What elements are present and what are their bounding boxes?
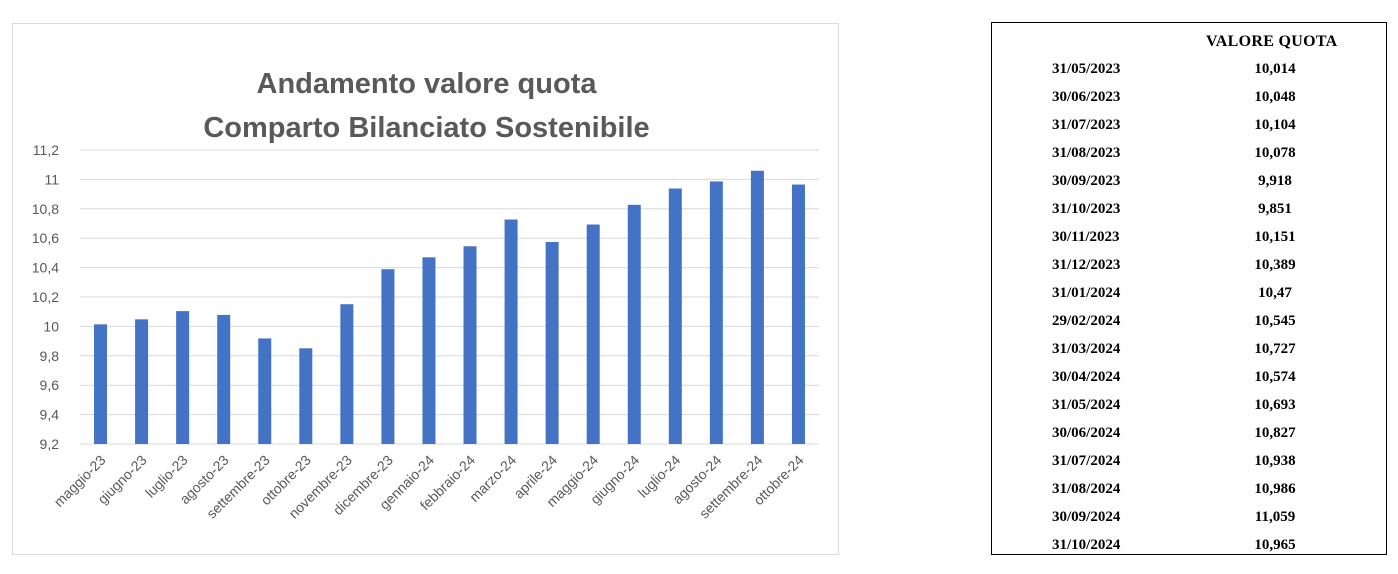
table-row: 31/08/2024 10,986 [992, 481, 1388, 509]
table-row: 30/06/2023 10,048 [992, 89, 1388, 117]
bar [176, 311, 190, 444]
table-row: 31/05/2024 10,693 [992, 397, 1388, 425]
bar-chart: 9,29,49,69,81010,210,410,610,81111,2magg… [32, 142, 819, 521]
y-tick-label: 10,8 [32, 201, 59, 217]
table-row: 30/09/2024 11,059 [992, 509, 1388, 537]
bar [258, 338, 272, 444]
table-header-label: VALORE QUOTA [1206, 33, 1338, 50]
table-value-cell: 11,059 [1254, 509, 1296, 525]
table-row: 31/10/2024 10,965 [992, 537, 1388, 565]
table-value-cell: 10,389 [1254, 257, 1296, 273]
table-value-cell: 10,151 [1254, 229, 1296, 245]
bar [135, 319, 149, 444]
table-value-cell: 10,47 [1258, 285, 1292, 301]
table-header: VALORE QUOTA [992, 33, 1388, 53]
table-value-cell: 9,851 [1258, 201, 1292, 217]
y-tick-label: 10,4 [32, 260, 59, 276]
table-value-cell: 10,727 [1254, 341, 1296, 357]
table-date-cell: 31/07/2024 [1052, 453, 1121, 469]
table-value-cell: 10,693 [1254, 397, 1296, 413]
y-tick-label: 9,8 [40, 348, 60, 364]
table-value-cell: 10,048 [1254, 89, 1296, 105]
table-date-cell: 31/10/2024 [1052, 537, 1121, 553]
table-value-cell: 10,104 [1254, 117, 1296, 133]
y-tick-label: 9,6 [40, 377, 60, 393]
table-date-cell: 31/05/2024 [1052, 397, 1121, 413]
table-value-cell: 9,918 [1258, 173, 1292, 189]
table-date-cell: 31/07/2023 [1052, 117, 1121, 133]
bar [545, 242, 559, 444]
bar [381, 269, 395, 444]
bar [668, 188, 682, 444]
table-value-cell: 10,986 [1254, 481, 1296, 497]
table-date-cell: 31/12/2023 [1052, 257, 1121, 273]
table-date-cell: 31/05/2023 [1052, 61, 1121, 77]
y-tick-label: 9,4 [40, 407, 60, 423]
bar [340, 304, 354, 444]
table-row: 31/05/2023 10,014 [992, 61, 1388, 89]
table-date-cell: 31/08/2023 [1052, 145, 1121, 161]
y-tick-label: 11,2 [33, 142, 59, 158]
y-tick-label: 10,6 [32, 230, 59, 246]
table-row: 30/04/2024 10,574 [992, 369, 1388, 397]
table-row: 31/07/2024 10,938 [992, 453, 1388, 481]
table-row: 31/01/2024 10,47 [992, 285, 1388, 313]
table-row: 29/02/2024 10,545 [992, 313, 1388, 341]
table-value-cell: 10,078 [1254, 145, 1296, 161]
bar [94, 324, 108, 444]
bar [627, 204, 641, 444]
bar [750, 170, 764, 445]
table-value-cell: 10,545 [1254, 313, 1296, 329]
table-row: 31/08/2023 10,078 [992, 145, 1388, 173]
table-date-cell: 31/03/2024 [1052, 341, 1121, 357]
bar [791, 184, 805, 445]
bar [422, 257, 436, 444]
table-date-cell: 30/04/2024 [1052, 369, 1121, 385]
table-date-cell: 30/06/2024 [1052, 425, 1121, 441]
table-value-cell: 10,827 [1254, 425, 1296, 441]
table-row: 31/12/2023 10,389 [992, 257, 1388, 285]
table-date-cell: 30/06/2023 [1052, 89, 1121, 105]
chart-container: Andamento valore quota Comparto Bilancia… [12, 23, 839, 555]
y-tick-label: 11 [44, 171, 59, 187]
chart-title-line-1: Andamento valore quota [256, 68, 597, 100]
bar [463, 246, 477, 444]
table-row: 30/06/2024 10,827 [992, 425, 1388, 453]
chart-title-line-2: Comparto Bilanciato Sostenibile [203, 112, 650, 144]
table-date-cell: 30/09/2024 [1052, 509, 1121, 525]
table-row: 31/10/2023 9,851 [992, 201, 1388, 229]
table-date-cell: 31/01/2024 [1052, 285, 1121, 301]
table-date-cell: 30/11/2023 [1052, 229, 1120, 245]
bar [709, 181, 723, 444]
table-value-cell: 10,938 [1254, 453, 1296, 469]
bar [217, 314, 231, 444]
table-row: 30/09/2023 9,918 [992, 173, 1388, 201]
y-tick-label: 9,2 [40, 436, 60, 452]
table-date-cell: 30/09/2023 [1052, 173, 1121, 189]
table-value-cell: 10,574 [1254, 369, 1296, 385]
table-row: 31/03/2024 10,727 [992, 341, 1388, 369]
y-tick-label: 10 [43, 318, 59, 334]
table-value-cell: 10,965 [1254, 537, 1296, 553]
chart-title: Andamento valore quota Comparto Bilancia… [13, 62, 840, 150]
bar [504, 219, 518, 444]
table-row: 31/07/2023 10,104 [992, 117, 1388, 145]
table-date-cell: 31/10/2023 [1052, 201, 1121, 217]
table-row: 30/11/2023 10,151 [992, 229, 1388, 257]
bar [586, 224, 600, 444]
table-date-cell: 29/02/2024 [1052, 313, 1121, 329]
quota-table: VALORE QUOTA 31/05/2023 10,014 30/06/2023 1… [991, 22, 1387, 555]
table-date-cell: 31/08/2024 [1052, 481, 1121, 497]
y-tick-label: 10,2 [32, 289, 59, 305]
bar [299, 348, 313, 444]
table-value-cell: 10,014 [1254, 61, 1296, 77]
